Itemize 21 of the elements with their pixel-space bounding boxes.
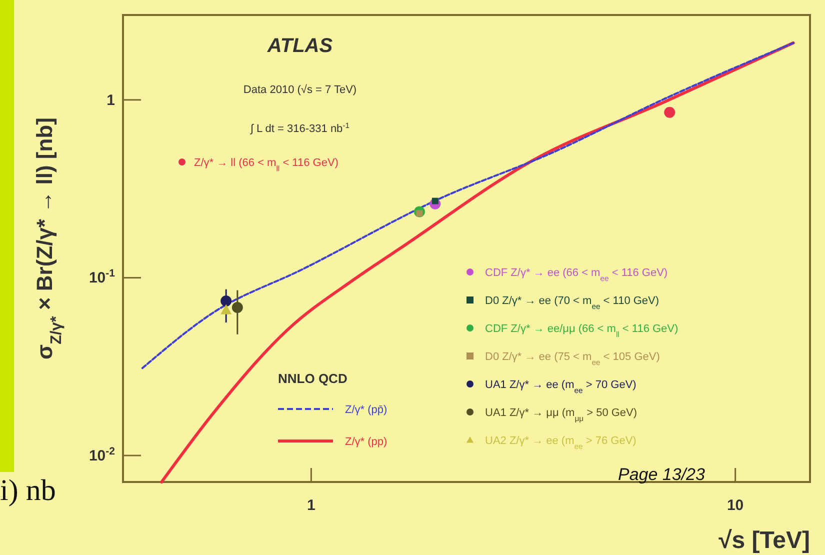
x-axis-title: √s [TeV] <box>718 527 810 554</box>
legend-label: D0 Z/γ* → ee (70 < m$_{ee}$ < 110 GeV) <box>485 295 660 310</box>
legend-label: UA1 Z/γ* → μμ (m$_{μμ}$ > 50 GeV) <box>485 407 638 422</box>
legend-label: D0 Z/γ* → ee (75 < m$_{ee}$ < 105 GeV) <box>485 351 660 366</box>
legend-label: Z/γ* (pp) <box>345 436 388 448</box>
y-tick-label: 1 <box>106 92 115 109</box>
legend-label: CDF Z/γ* → ee (66 < m$_{ee}$ < 116 GeV) <box>485 267 668 282</box>
legend-label: CDF Z/γ* → ee/μμ (66 < m$_{ll}$ < 116 GeV) <box>485 323 678 338</box>
x-tick-label: 10 <box>726 497 744 514</box>
annotation: ∫ L dt = 316-331 nb$^{-1}$ <box>249 120 350 135</box>
y-tick-label: 10$^{-2}$ <box>88 446 116 465</box>
y-tick-label: 10$^{-1}$ <box>88 268 116 287</box>
annotation: ATLAS <box>266 35 334 57</box>
text: i) nb <box>0 474 56 507</box>
annotation: Data 2010 (√s = 7 TeV) <box>243 84 357 96</box>
legend-label: Z/γ* → ll (66 < m$_{ll}$ < 116 GeV) <box>194 157 338 172</box>
legend-label: Z/γ* (pp̄) <box>345 404 388 416</box>
annotation: Page 13/23 <box>618 465 706 484</box>
legend-title: NNLO QCD <box>278 371 348 386</box>
legend-label: UA1 Z/γ* → ee (m$_{ee}$ > 70 GeV) <box>485 379 636 394</box>
legend-label: UA2 Z/γ* → ee (m$_{ee}$ > 76 GeV) <box>485 435 636 450</box>
